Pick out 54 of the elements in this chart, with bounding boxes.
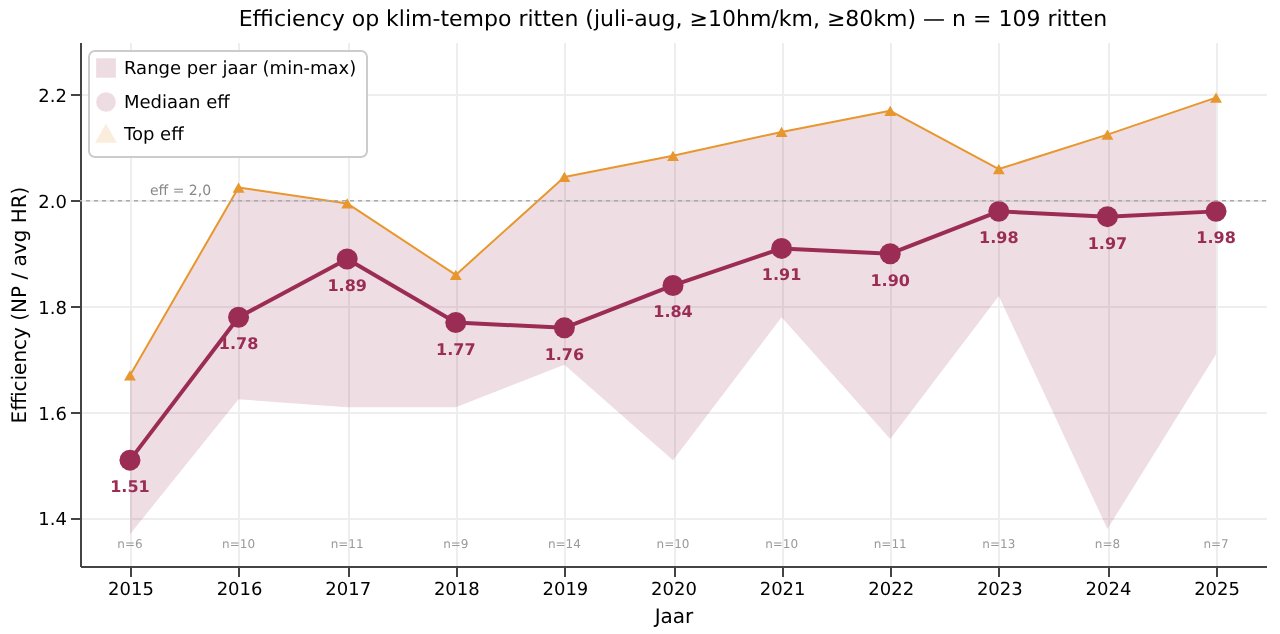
point — [1096, 206, 1118, 228]
point — [992, 163, 1005, 175]
y-tick-label: 2.0 — [38, 193, 68, 214]
y-tick-label: 2.2 — [38, 87, 67, 108]
point — [1101, 129, 1114, 140]
data-label: 1.51 — [110, 478, 151, 497]
chart-title: Efficiency op klim-tempo ritten (juli-aug, ≥10hm/km, ≥80km) — n = 109 ritten — [238, 6, 1108, 32]
point — [771, 237, 793, 259]
x-tick-label: 2018 — [433, 581, 481, 601]
point — [336, 248, 358, 270]
point — [1205, 200, 1227, 222]
y-axis-title: Efficiency (NP / avg HR) — [10, 186, 33, 424]
data-label: 1.89 — [327, 277, 368, 296]
point — [662, 275, 684, 296]
point — [119, 449, 141, 471]
point — [449, 269, 462, 281]
x-axis-title: Jaar — [652, 607, 696, 629]
data-label: 1.76 — [544, 345, 585, 364]
x-tick-label: 2015 — [108, 581, 154, 601]
x-tick-label: 2017 — [325, 581, 372, 601]
x-tick-label: 2025 — [1194, 581, 1240, 601]
x-tick-label: 2024 — [1085, 581, 1132, 601]
point — [775, 126, 788, 138]
y-tick-label: 1.4 — [38, 511, 68, 532]
y-tick-label: 1.6 — [38, 405, 68, 426]
point — [1210, 92, 1222, 103]
point — [553, 317, 575, 339]
data-label: 1.98 — [979, 229, 1020, 248]
point — [879, 243, 901, 265]
x-tick-label: 2019 — [542, 581, 589, 601]
point — [228, 306, 250, 328]
x-tick-label: 2020 — [651, 581, 698, 601]
point — [232, 182, 245, 193]
x-tick-label: 2023 — [976, 581, 1023, 601]
data-label: 1.77 — [436, 340, 476, 359]
legend-label: Mediaan eff — [124, 94, 232, 114]
x-tick-label: 2021 — [759, 581, 806, 601]
point — [558, 171, 571, 183]
data-label: 1.90 — [870, 271, 911, 290]
point — [884, 105, 897, 116]
data-label: 1.97 — [1087, 234, 1128, 253]
point — [988, 200, 1010, 222]
data-label: 1.91 — [761, 266, 803, 285]
point — [124, 370, 136, 381]
x-tick-label: 2022 — [868, 581, 915, 601]
y-tick-label: 1.8 — [38, 299, 68, 320]
legend-label: Top eff — [122, 126, 186, 146]
x-tick-label: 2016 — [216, 581, 264, 601]
point — [667, 150, 679, 161]
data-label: 1.98 — [1196, 229, 1237, 248]
data-label: 1.84 — [653, 303, 694, 322]
point — [341, 198, 354, 209]
point — [445, 312, 467, 333]
legend-label: Range per jaar (min-max) — [124, 60, 357, 80]
